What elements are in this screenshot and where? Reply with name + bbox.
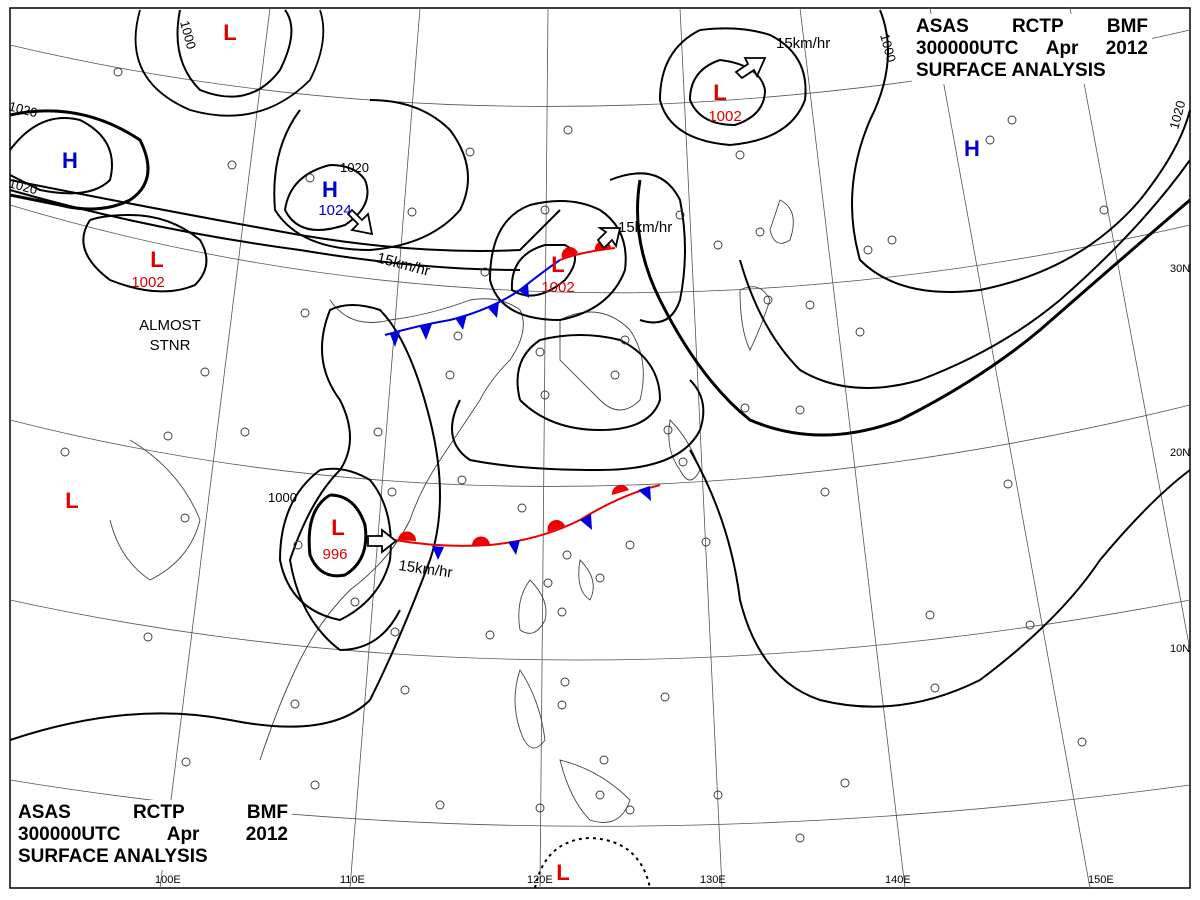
station-plots [60,67,1109,843]
header-year: 2012 [245,824,288,845]
isobar-label: 1020 [340,160,369,175]
high-center-high-nw: H [62,148,78,173]
latitude-label: 20N [1170,447,1190,459]
longitude-label: 120E [527,874,553,886]
low-center-low-india: L [65,488,78,513]
warm-front-north [559,247,616,261]
longitude-label: 110E [340,874,365,886]
warm-front-south-bumps [398,485,629,546]
low-center-low-japan: L [713,80,726,105]
header-year: 2012 [1105,38,1148,59]
low-center-low-east-china: L [551,252,564,277]
header-time: 300000UTC [916,38,1019,59]
cold-front-north [384,259,561,336]
isobar-label: 1020 [7,175,39,197]
low-center-low-tibet: L [150,247,163,272]
longitude-label: 130E [700,874,726,886]
coastlines [109,199,794,823]
header-bottom-line1: ASAS RCTP BMF [18,802,288,824]
isobar-label: 1000 [177,19,199,51]
header-top-line3: SURFACE ANALYSIS [916,60,1148,82]
header-source: ASAS [18,802,71,823]
header-bottom-line2: 300000UTC Apr 2012 [18,824,288,846]
pressure-value-low-japan: 1002 [708,108,741,125]
header-station: RCTP [1011,16,1064,37]
note-label: ALMOST [139,317,201,334]
pressure-value-low-tibet: 1002 [131,274,164,291]
isobar-label: 1020 [1166,99,1188,131]
header-code: BMF [1106,16,1148,37]
latitude-label: 30N [1170,263,1190,275]
motion-speed-label: 15km/hr [618,219,672,236]
header-top-line2: 300000UTC Apr 2012 [916,38,1148,60]
header-top-line1: ASAS RCTP BMF [916,16,1148,38]
header-bottom: ASAS RCTP BMF 300000UTC Apr 2012 SURFACE… [14,800,292,870]
longitude-label: 100E [155,874,181,886]
isobar-label: 1020 [7,98,39,120]
cold-front-north-triangles [390,283,529,347]
high-center-high-ne: H [964,136,980,161]
isobar-label: 1000 [268,490,297,505]
header-month: Apr [1045,38,1079,59]
header-title: SURFACE ANALYSIS [18,846,208,867]
low-center-low-south: L [556,860,569,885]
isobars [9,9,1191,741]
motion-arrows [346,57,767,554]
longitude-label: 150E [1088,874,1114,886]
isobar-label: 1000 [877,32,899,64]
header-month: Apr [166,824,200,845]
map-frame [9,7,1191,889]
header-code: BMF [246,802,288,823]
low-center-low-south-china: L [331,515,344,540]
longitude-label: 140E [885,874,911,886]
header-title: SURFACE ANALYSIS [916,60,1106,81]
motion-speed-label: 15km/hr [776,35,830,52]
header-time: 300000UTC [18,824,121,845]
cold-front-south-triangles [432,486,651,560]
header-station: RCTP [132,802,185,823]
note-label: STNR [150,337,191,354]
pressure-value-low-south-china: 996 [322,546,347,563]
warm-front-south [394,484,661,547]
pressure-value-high-china: 1024 [318,202,351,219]
high-center-high-china: H [322,177,338,202]
header-bottom-line3: SURFACE ANALYSIS [18,846,288,868]
low-center-low-north: L [223,20,236,45]
header-source: ASAS [916,16,969,37]
header-top: ASAS RCTP BMF 300000UTC Apr 2012 SURFACE… [912,14,1152,84]
pressure-value-low-east-china: 1002 [541,279,574,296]
longitude-lines [159,7,1191,889]
latitude-label: 10N [1170,643,1190,655]
